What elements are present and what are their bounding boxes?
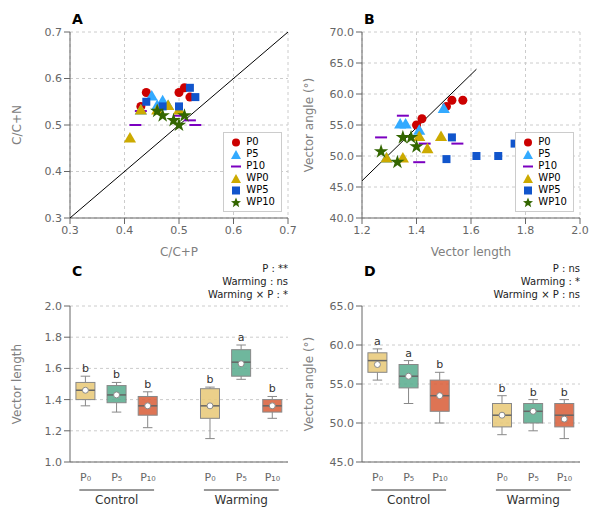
html-text:P : ns Warming : * Warming × P: P : ns Warming : * Warming × P : ns xyxy=(493,263,580,300)
svg-text:Vector length: Vector length xyxy=(10,344,24,424)
svg-text:0.7: 0.7 xyxy=(279,224,297,237)
svg-text:1.0: 1.0 xyxy=(45,456,63,469)
svg-text:45.0: 45.0 xyxy=(330,456,355,469)
svg-text:P₅: P₅ xyxy=(236,471,247,484)
html-text:P10: P10 xyxy=(538,160,558,171)
svg-text:Warming: Warming xyxy=(215,493,268,507)
html-text:B: B xyxy=(364,11,375,27)
svg-text:0.4: 0.4 xyxy=(45,165,63,178)
html-text:P0: P0 xyxy=(246,136,259,147)
svg-text:0.3: 0.3 xyxy=(61,224,79,237)
svg-text:1.6: 1.6 xyxy=(462,224,480,237)
html-text:WP5: WP5 xyxy=(538,184,561,195)
svg-text:0.6: 0.6 xyxy=(225,224,243,237)
svg-text:Control: Control xyxy=(387,493,430,507)
svg-text:0.4: 0.4 xyxy=(116,224,134,237)
svg-text:b: b xyxy=(436,358,443,371)
svg-text:P₀: P₀ xyxy=(497,471,509,484)
svg-text:60.0: 60.0 xyxy=(330,339,355,352)
svg-text:P₁₀: P₁₀ xyxy=(140,471,156,484)
svg-text:b: b xyxy=(206,373,213,386)
svg-text:40.0: 40.0 xyxy=(330,212,355,225)
html-text:P5: P5 xyxy=(538,148,551,159)
svg-text:P₀: P₀ xyxy=(372,471,384,484)
svg-text:Warming: Warming xyxy=(507,493,560,507)
svg-text:50.0: 50.0 xyxy=(330,417,355,430)
svg-text:0.5: 0.5 xyxy=(45,119,63,132)
svg-text:a: a xyxy=(374,335,381,348)
svg-text:1.8: 1.8 xyxy=(45,331,63,344)
svg-text:P₁₀: P₁₀ xyxy=(432,471,448,484)
svg-text:b: b xyxy=(530,386,537,399)
svg-text:1.8: 1.8 xyxy=(517,224,535,237)
svg-text:Vector angle (°): Vector angle (°) xyxy=(302,78,316,173)
svg-text:P₅: P₅ xyxy=(111,471,122,484)
svg-text:C/C+P: C/C+P xyxy=(160,245,198,259)
html-text:WP0: WP0 xyxy=(538,172,561,183)
html-text:P : ** Warming : ns Warming ×: P : ** Warming : ns Warming × P : * xyxy=(208,263,288,300)
html-text:WP10: WP10 xyxy=(246,196,275,207)
svg-text:P₁₀: P₁₀ xyxy=(265,471,281,484)
svg-text:65.0: 65.0 xyxy=(330,300,355,313)
html-text:D: D xyxy=(364,263,376,279)
svg-text:Vector length: Vector length xyxy=(431,245,511,259)
svg-text:C/C+N: C/C+N xyxy=(10,105,24,145)
svg-text:0.6: 0.6 xyxy=(45,72,63,85)
svg-text:b: b xyxy=(269,382,276,395)
html-text:WP5: WP5 xyxy=(246,184,269,195)
svg-text:Vector angle (°): Vector angle (°) xyxy=(302,337,316,432)
svg-text:1.4: 1.4 xyxy=(45,394,63,407)
svg-text:a: a xyxy=(405,347,412,360)
svg-text:65.0: 65.0 xyxy=(330,57,355,70)
svg-text:55.0: 55.0 xyxy=(330,378,355,391)
svg-text:45.0: 45.0 xyxy=(330,181,355,194)
svg-text:0.3: 0.3 xyxy=(45,212,63,225)
svg-text:P₅: P₅ xyxy=(528,471,539,484)
html-text:WP0: WP0 xyxy=(246,172,269,183)
svg-text:0.5: 0.5 xyxy=(170,224,188,237)
html-text:P10: P10 xyxy=(246,160,266,171)
html-text:A: A xyxy=(72,11,83,27)
svg-text:P₀: P₀ xyxy=(205,471,217,484)
svg-text:1.4: 1.4 xyxy=(408,224,426,237)
svg-text:P₁₀: P₁₀ xyxy=(557,471,573,484)
html-text:P0: P0 xyxy=(538,136,551,147)
svg-text:60.0: 60.0 xyxy=(330,88,355,101)
svg-text:b: b xyxy=(498,382,505,395)
svg-text:50.0: 50.0 xyxy=(330,150,355,163)
svg-text:a: a xyxy=(238,331,245,344)
svg-text:1.2: 1.2 xyxy=(353,224,371,237)
svg-text:b: b xyxy=(561,386,568,399)
svg-text:2.0: 2.0 xyxy=(45,300,63,313)
svg-text:0.7: 0.7 xyxy=(45,26,63,39)
html-text:WP10: WP10 xyxy=(538,196,567,207)
svg-text:b: b xyxy=(144,378,151,391)
svg-text:b: b xyxy=(82,362,89,375)
html-text:C: C xyxy=(72,263,83,279)
html-text:P5: P5 xyxy=(246,148,259,159)
svg-text:1.2: 1.2 xyxy=(45,425,63,438)
svg-text:P₅: P₅ xyxy=(403,471,414,484)
svg-text:b: b xyxy=(113,368,120,381)
svg-text:70.0: 70.0 xyxy=(330,26,355,39)
svg-text:1.6: 1.6 xyxy=(45,362,63,375)
svg-text:Control: Control xyxy=(95,493,138,507)
svg-text:P₀: P₀ xyxy=(80,471,92,484)
svg-text:55.0: 55.0 xyxy=(330,119,355,132)
svg-text:2.0: 2.0 xyxy=(571,224,589,237)
